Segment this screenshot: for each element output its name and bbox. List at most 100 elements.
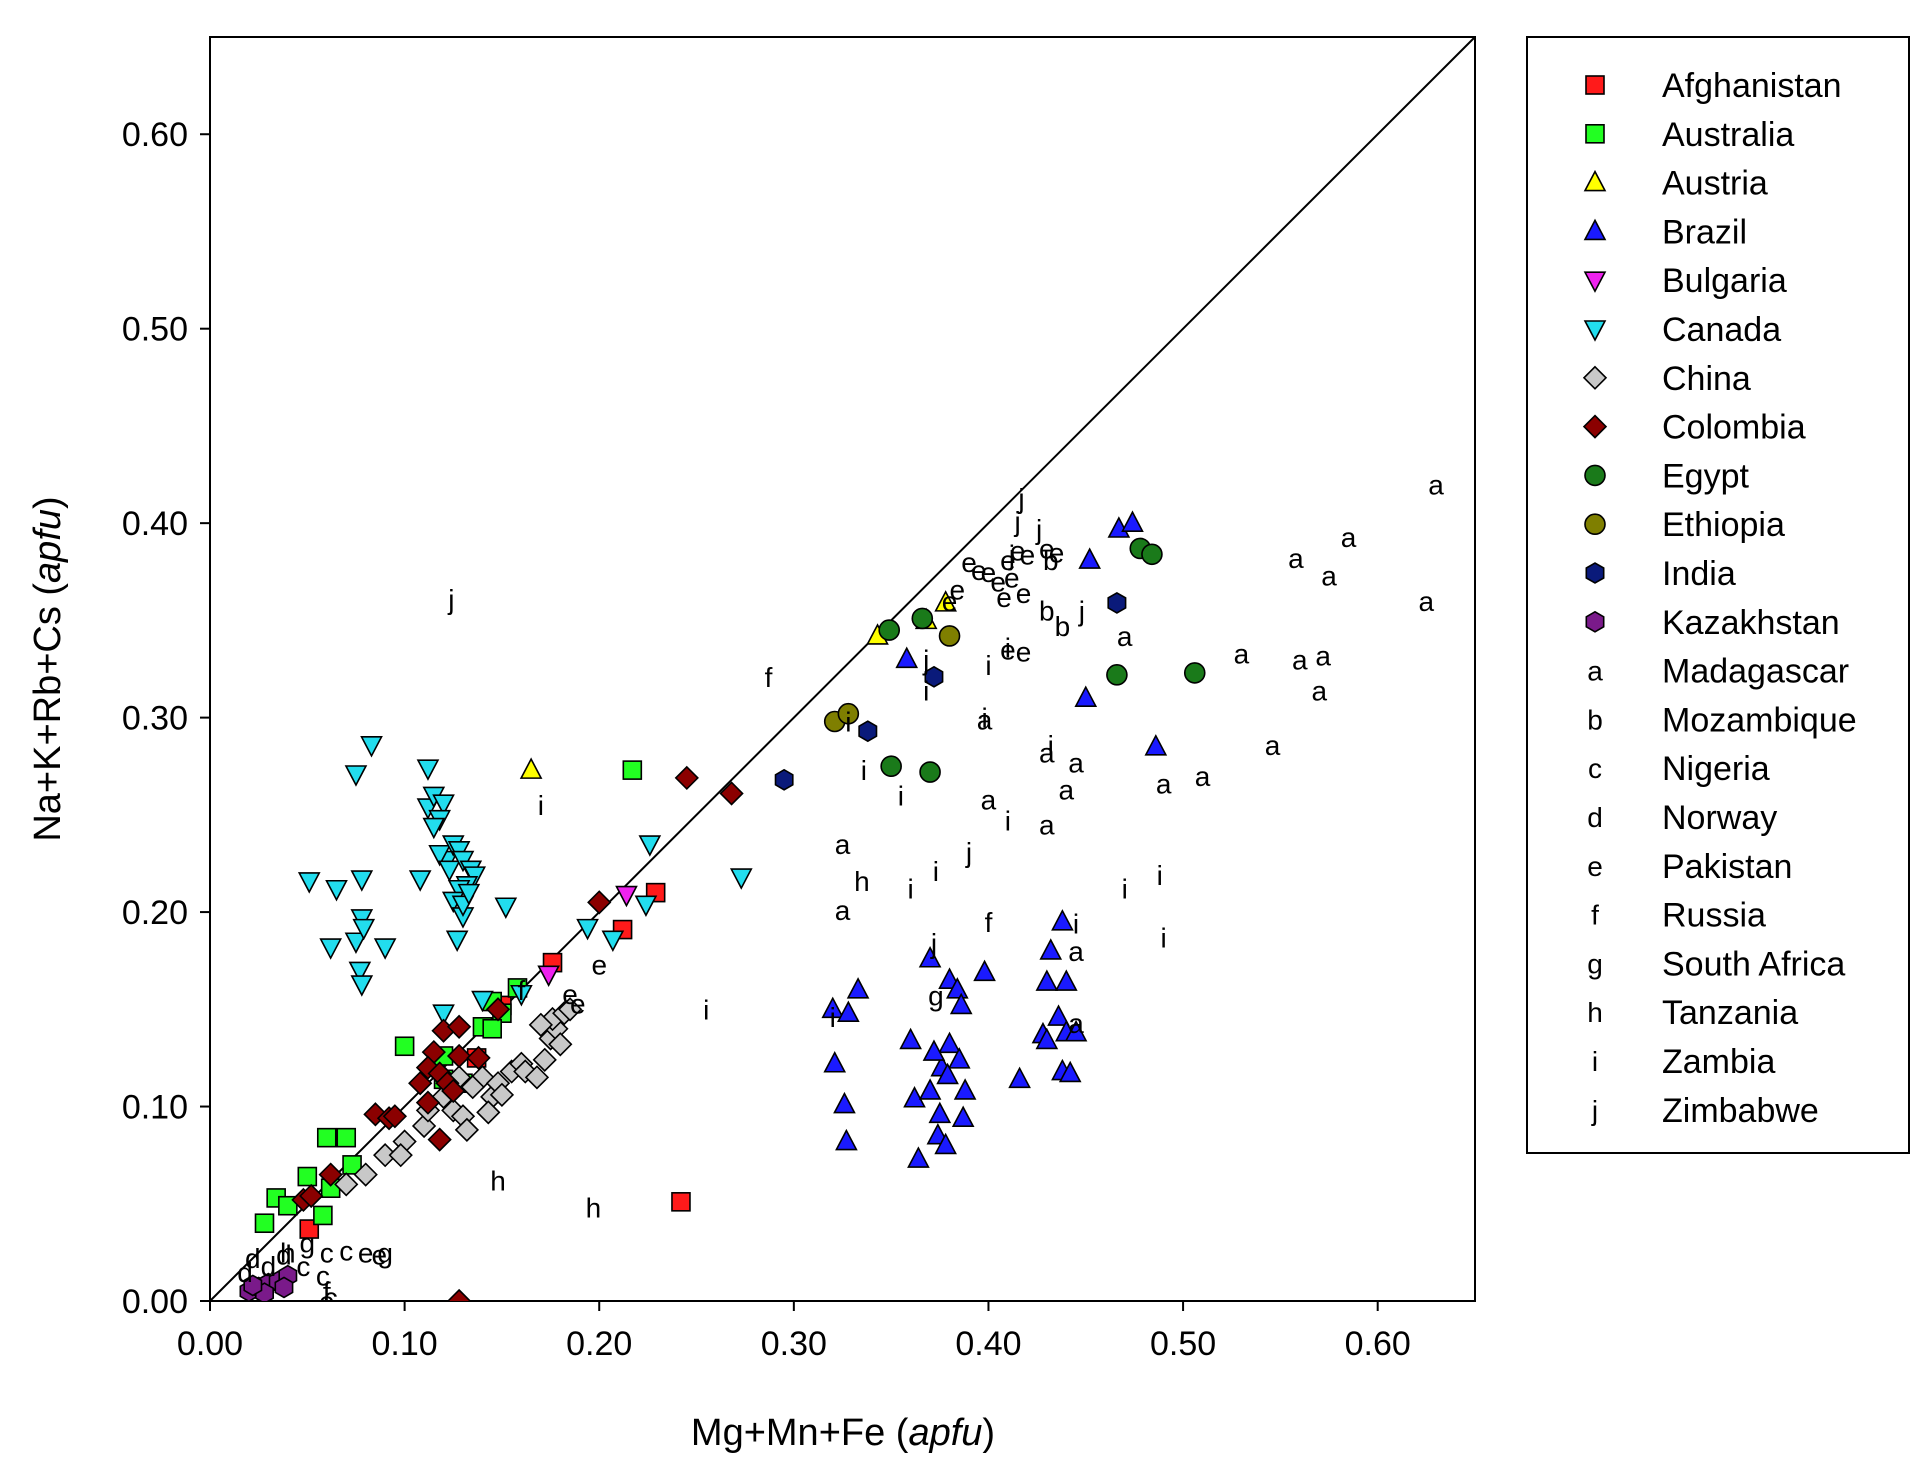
- data-point-zambia: i: [933, 856, 939, 887]
- legend: Afghanistan Australia Austria Brazil Bulgari…: [1582, 67, 1857, 1130]
- data-point-ethiopia: [938, 625, 961, 647]
- x-axis-title: Mg+Mn+Fe (apfu): [691, 1412, 995, 1454]
- data-point-canada: [634, 895, 658, 918]
- data-point-brazil: [895, 646, 919, 669]
- legend-label: Russia: [1662, 897, 1766, 935]
- data-point-brazil: [936, 1062, 959, 1085]
- data-point-madagascar: a: [1068, 747, 1084, 778]
- x-tick-label: 0.50: [1150, 1325, 1216, 1363]
- data-point-pakistan: e: [1010, 535, 1026, 566]
- data-point-australia: [297, 1166, 318, 1187]
- data-point-canada: [576, 918, 599, 941]
- legend-item-australia: Australia: [1585, 116, 1794, 154]
- data-point-russia: f: [985, 907, 993, 938]
- legend-marker-madagascar: a: [1587, 656, 1603, 687]
- data-point-brazil: [934, 1132, 957, 1155]
- data-point-nigeria: c: [320, 1237, 334, 1268]
- data-point-china: [460, 1074, 485, 1100]
- data-point-china: [489, 1082, 515, 1108]
- data-point-norway: d: [276, 1239, 292, 1270]
- data-point-zambia: i: [830, 1002, 836, 1033]
- data-point-australia: [278, 1195, 298, 1216]
- legend-item-pakistan: e Pakistan: [1587, 848, 1792, 886]
- data-point-canada: [428, 844, 451, 867]
- data-point-canada: [350, 870, 374, 892]
- data-point-madagascar: a: [1341, 522, 1357, 553]
- legend-label: Australia: [1662, 116, 1794, 154]
- legend-label: Canada: [1662, 311, 1781, 349]
- legend-marker-brazil: [1583, 218, 1607, 241]
- data-point-canada: [297, 872, 321, 894]
- data-point-tanzania: h: [854, 866, 870, 897]
- legend-marker-kazakhstan: [1585, 610, 1605, 633]
- data-point-pakistan: e: [562, 979, 578, 1010]
- data-point-pakistan: e: [372, 1239, 388, 1270]
- data-point-madagascar: a: [1156, 769, 1172, 800]
- legend-item-russia: f Russia: [1591, 897, 1766, 935]
- data-point-zimbabwe: j: [1014, 506, 1021, 537]
- data-point-kazakhstan: [274, 1276, 294, 1299]
- data-point-zambia: i: [1073, 909, 1079, 940]
- data-point-zambia: i: [1122, 874, 1128, 905]
- data-point-brazil: [833, 1091, 856, 1114]
- data-point-madagascar: a: [835, 829, 851, 860]
- legend-marker-india: [1585, 562, 1605, 584]
- legend-item-south-africa: g South Africa: [1587, 945, 1845, 983]
- data-point-south-africa: g: [300, 1228, 316, 1259]
- legend-item-india: India: [1585, 555, 1736, 593]
- data-point-zambia: i: [861, 755, 867, 786]
- legend-marker-tanzania: h: [1587, 997, 1603, 1028]
- data-point-brazil: [846, 977, 870, 999]
- data-point-zambia: i: [985, 650, 991, 681]
- data-point-china: [548, 1032, 573, 1057]
- legend-marker-zambia: i: [1592, 1046, 1598, 1077]
- data-point-china: [557, 997, 583, 1022]
- data-point-brazil: [821, 996, 845, 1019]
- data-point-brazil: [903, 1086, 926, 1108]
- data-point-brazil: [945, 977, 969, 999]
- legend-marker-nigeria: c: [1588, 753, 1602, 784]
- data-point-pakistan: e: [996, 582, 1012, 613]
- legend-marker-china: [1582, 365, 1608, 390]
- data-point-zimbabwe: j: [965, 837, 972, 868]
- data-point-australia: [316, 1127, 337, 1148]
- data-point-austria: [519, 757, 543, 779]
- data-point-canada: [344, 932, 368, 954]
- data-point-egypt: [878, 619, 901, 641]
- data-point-egypt: [880, 755, 902, 778]
- data-point-canada: [319, 938, 342, 960]
- data-point-zambia: i: [845, 707, 851, 738]
- series-brazil: [821, 510, 1168, 1168]
- data-point-madagascar: a: [1312, 675, 1328, 706]
- data-point-zimbabwe: j: [922, 644, 929, 675]
- data-point-brazil: [823, 1051, 847, 1073]
- data-point-china: [524, 1065, 550, 1090]
- data-point-brazil: [1064, 1019, 1088, 1042]
- data-point-canada: [352, 918, 376, 941]
- legend-label: Pakistan: [1662, 848, 1792, 886]
- legend-item-ethiopia: Ethiopia: [1584, 506, 1785, 544]
- data-point-canada: [445, 930, 469, 953]
- legend-item-bulgaria: Bulgaria: [1583, 262, 1787, 300]
- data-point-canada: [373, 938, 397, 960]
- legend-item-nigeria: c Nigeria: [1588, 750, 1770, 788]
- data-point-colombia: [318, 1162, 343, 1187]
- data-point-brazil: [1054, 969, 1078, 991]
- data-point-canada: [432, 794, 455, 816]
- data-point-brazil: [928, 1101, 952, 1124]
- data-point-canada: [348, 961, 372, 984]
- data-point-tanzania: h: [586, 1193, 602, 1224]
- legend-marker-south-africa: g: [1587, 948, 1603, 979]
- data-point-zimbabwe: j: [1035, 514, 1042, 545]
- data-point-colombia: [485, 997, 511, 1022]
- y-tick-label: 0.20: [122, 894, 188, 932]
- data-point-canada: [432, 1004, 455, 1026]
- data-point-pakistan: e: [950, 574, 966, 605]
- data-point-nigeria: c: [339, 1235, 353, 1266]
- data-point-russia: f: [323, 1276, 331, 1307]
- data-point-mozambique: b: [1055, 611, 1071, 642]
- data-point-madagascar: a: [1195, 761, 1211, 792]
- data-point-canada: [729, 868, 753, 890]
